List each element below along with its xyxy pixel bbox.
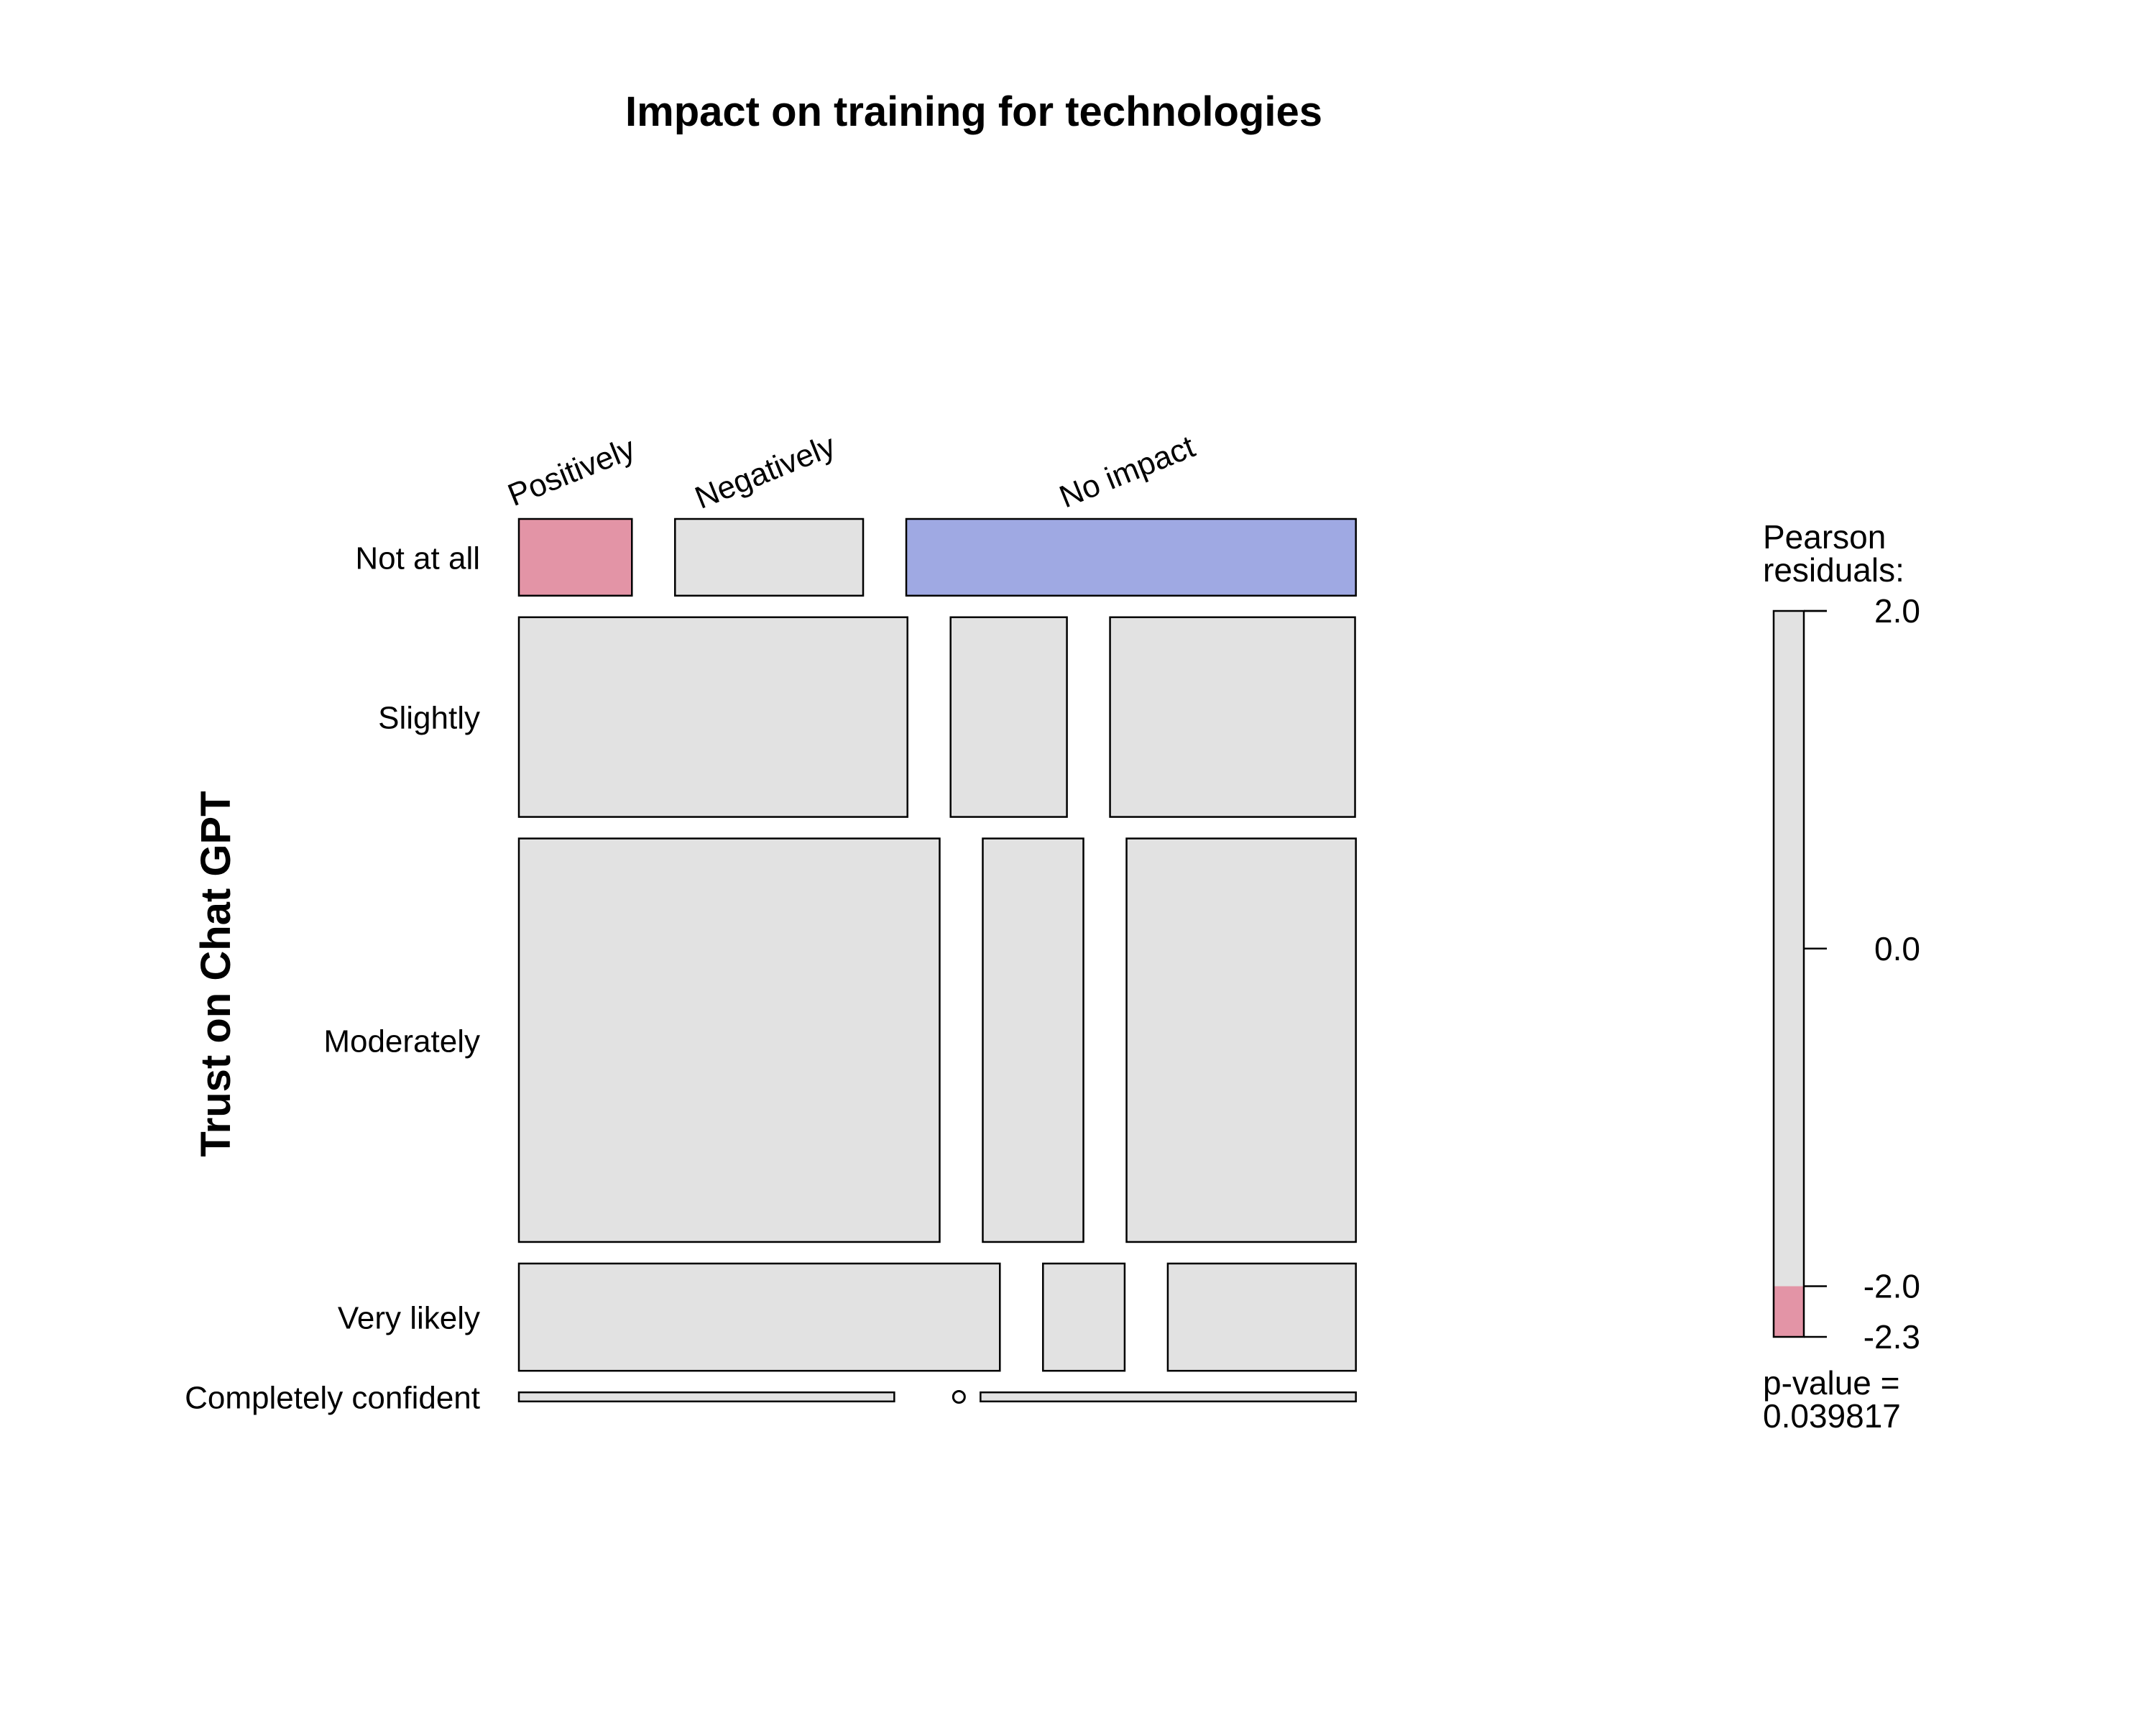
tile-very-likely-negatively <box>1042 1262 1126 1372</box>
row-label-very-likely: Very likely <box>338 1301 480 1336</box>
legend-ticks: 2.0 0.0 -2.0 -2.3 <box>1804 592 1920 1356</box>
tile-slightly-positively <box>517 616 908 818</box>
legend-tick-label: -2.0 <box>1864 1268 1920 1305</box>
row-label-moderately: Moderately <box>323 1024 480 1059</box>
row-labels: Not at all Slightly Moderately Very likely C… <box>185 540 480 1415</box>
col-label-positively: Positively <box>503 431 640 513</box>
tile-completely-confident-negatively <box>952 1390 966 1404</box>
residual-legend: Pearson residuals: 2.0 0.0 -2.0 -2.3 p-valu… <box>1763 518 1920 1435</box>
tile-moderately-positively <box>517 837 941 1243</box>
legend-bar-frame <box>1772 610 1805 1338</box>
legend-title-line1: Pearson <box>1763 518 1886 556</box>
y-axis-label: Trust on Chat GPT <box>193 791 239 1156</box>
tile-not-at-all-positively <box>517 518 633 597</box>
tile-slightly-negatively <box>949 616 1068 818</box>
tile-moderately-negatively <box>982 837 1084 1243</box>
tile-not-at-all-no-impact <box>905 518 1357 597</box>
col-label-no-impact: No impact <box>1054 429 1199 515</box>
legend-color-bar <box>1772 610 1805 1338</box>
pvalue-label: p-value = <box>1763 1364 1900 1402</box>
legend-tick-label: 0.0 <box>1874 930 1920 967</box>
legend-negative-band <box>1774 1286 1804 1337</box>
tile-very-likely-no-impact <box>1166 1262 1357 1372</box>
tile-not-at-all-negatively <box>674 518 865 597</box>
row-label-not-at-all: Not at all <box>355 540 480 576</box>
legend-neutral-band <box>1774 611 1804 1287</box>
tile-slightly-no-impact <box>1109 616 1356 818</box>
legend-title-line2: residuals: <box>1763 551 1904 589</box>
row-label-completely-confident: Completely confident <box>185 1381 480 1416</box>
mosaic-tiles <box>517 518 1357 1404</box>
tile-completely-confident-no-impact <box>980 1391 1357 1403</box>
col-label-negatively: Negatively <box>690 428 840 515</box>
legend-tick-label: -2.3 <box>1864 1318 1920 1356</box>
tile-moderately-no-impact <box>1125 837 1357 1243</box>
column-labels: Positively Negatively No impact <box>503 428 1200 515</box>
pvalue-value: 0.039817 <box>1763 1397 1901 1435</box>
tile-very-likely-positively <box>517 1262 1001 1372</box>
row-label-slightly: Slightly <box>378 701 480 736</box>
chart-title: Impact on training for technologies <box>625 88 1322 135</box>
legend-tick-label: 2.0 <box>1874 592 1920 630</box>
tile-completely-confident-positively <box>517 1391 895 1403</box>
